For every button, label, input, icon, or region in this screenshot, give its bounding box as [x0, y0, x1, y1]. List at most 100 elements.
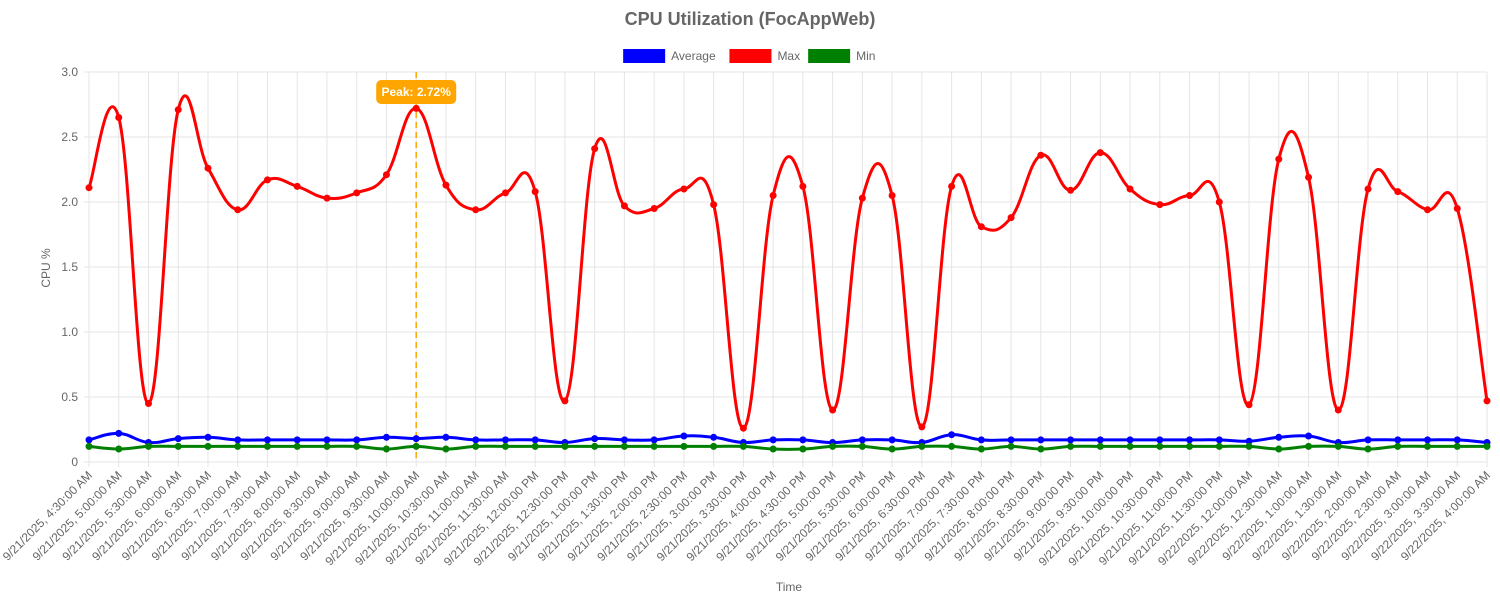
data-point-max [591, 145, 599, 153]
data-point-min [1245, 442, 1253, 450]
data-point-average [710, 433, 718, 441]
data-point-max [1126, 185, 1134, 193]
peak-annotation: Peak: 2.72% [376, 72, 457, 462]
data-point-min [1453, 442, 1461, 450]
data-point-min [620, 442, 628, 450]
data-point-max [382, 171, 390, 179]
data-point-min [472, 442, 480, 450]
data-point-min [353, 442, 361, 450]
data-point-max [1067, 186, 1075, 194]
data-point-max [472, 206, 480, 214]
data-point-average [680, 432, 688, 440]
data-point-average [1186, 436, 1194, 444]
data-point-min [1096, 442, 1104, 450]
data-point-max [858, 194, 866, 202]
data-point-average [412, 435, 420, 443]
data-point-min [829, 442, 837, 450]
data-point-average [1275, 433, 1283, 441]
data-point-min [382, 445, 390, 453]
data-point-average [591, 435, 599, 443]
data-point-average [353, 436, 361, 444]
series-min [85, 442, 1491, 453]
data-point-max [799, 182, 807, 190]
data-point-max [115, 114, 123, 121]
data-point-min [769, 445, 777, 453]
data-point-max [85, 184, 93, 192]
data-point-max [293, 182, 301, 190]
data-point-max [888, 192, 896, 199]
data-point-max [948, 182, 956, 190]
data-point-average [948, 431, 956, 439]
x-axis-title: Time [776, 580, 803, 594]
data-point-average [1394, 436, 1402, 444]
data-point-min [1186, 442, 1194, 450]
peak-label: Peak: 2.72% [381, 85, 451, 99]
data-point-average [1037, 436, 1045, 444]
data-point-min [293, 442, 301, 450]
data-point-max [234, 206, 242, 214]
data-point-min [739, 442, 747, 450]
data-point-average [769, 436, 777, 444]
y-tick-label: 1.5 [61, 260, 78, 274]
y-tick-label: 2.5 [61, 130, 78, 144]
data-point-min [1334, 442, 1342, 450]
data-point-max [620, 202, 628, 210]
data-point-max [918, 423, 926, 431]
data-point-min [1364, 445, 1372, 453]
data-point-min [1394, 442, 1402, 450]
y-tick-label: 2.0 [61, 195, 78, 209]
data-point-average [1126, 436, 1134, 444]
data-point-max [204, 164, 212, 172]
data-point-min [144, 442, 152, 450]
series-lines [85, 94, 1491, 453]
legend-label-min: Min [856, 49, 875, 63]
data-point-max [353, 189, 361, 197]
data-point-min [323, 442, 331, 450]
data-point-average [858, 436, 866, 444]
data-point-min [858, 442, 866, 450]
data-point-min [531, 442, 539, 450]
data-point-min [1275, 445, 1283, 453]
data-point-average [1424, 436, 1432, 444]
data-point-average [382, 433, 390, 441]
data-point-max [263, 176, 271, 184]
data-point-min [1126, 442, 1134, 450]
data-point-average [293, 436, 301, 444]
data-point-max [1156, 201, 1164, 209]
series-line-max [87, 94, 1489, 430]
grid-lines [84, 71, 1488, 467]
data-point-average [204, 433, 212, 441]
data-point-max [650, 205, 658, 212]
legend-label-average: Average [671, 49, 716, 63]
data-point-min [650, 442, 658, 450]
y-tick-label: 1.0 [61, 325, 78, 339]
data-point-average [1305, 432, 1313, 440]
data-point-max [1453, 205, 1461, 212]
data-point-min [1215, 442, 1223, 450]
data-point-max [412, 104, 420, 112]
data-point-min [263, 442, 271, 450]
data-point-max [1245, 401, 1253, 409]
y-axis-ticks: 0 0.5 1.0 1.5 2.0 2.5 3.0 [61, 65, 78, 469]
data-point-max [1007, 214, 1015, 222]
y-axis-title: CPU % [39, 248, 53, 288]
data-point-average [1156, 436, 1164, 444]
data-point-average [1364, 436, 1372, 444]
data-point-min [680, 442, 688, 450]
data-point-max [1096, 149, 1104, 157]
data-point-max [1275, 155, 1283, 163]
chart-title: CPU Utilization (FocAppWeb) [625, 9, 876, 29]
data-point-max [710, 201, 718, 209]
data-point-average [1453, 436, 1461, 444]
data-point-max [531, 188, 539, 196]
data-point-max [769, 192, 777, 199]
data-point-average [323, 436, 331, 444]
data-point-max [1305, 173, 1313, 181]
data-point-min [799, 445, 807, 453]
data-point-average [234, 436, 242, 444]
data-point-min [918, 442, 926, 450]
data-point-max [1364, 185, 1372, 193]
data-point-min [977, 445, 985, 453]
data-point-average [1215, 436, 1223, 444]
